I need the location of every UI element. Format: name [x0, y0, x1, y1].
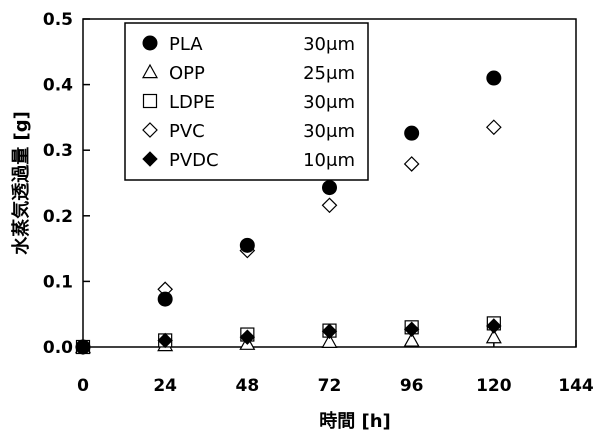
- y-axis-title: 水蒸気透過量 [g]: [10, 111, 32, 255]
- x-tick-label: 72: [318, 376, 342, 396]
- y-tick-label: 0.5: [43, 10, 73, 30]
- legend: PLA 30μm OPP 25μm LDPE 30μm PVC 30μm PVDC 10μm: [124, 22, 369, 181]
- data-point: [485, 119, 502, 136]
- data-point: [239, 329, 256, 345]
- x-tick-label: 24: [153, 376, 177, 396]
- data-point: [403, 321, 420, 337]
- legend-marker: [141, 63, 159, 79]
- legend-thickness: 25μm: [303, 63, 355, 84]
- legend-item: PVC 30μm: [142, 121, 355, 142]
- y-tick-label: 0.0: [43, 338, 73, 358]
- data-point: [403, 156, 420, 172]
- data-point: [157, 291, 173, 307]
- data-point: [404, 125, 420, 141]
- x-axis-title: 時間 [h]: [319, 411, 391, 432]
- data-point: [239, 237, 255, 253]
- legend-series-name: PLA: [169, 34, 203, 55]
- legend-series-name: PVDC: [169, 150, 219, 171]
- data-point: [485, 328, 502, 344]
- legend-marker: [142, 122, 158, 138]
- data-point: [322, 180, 337, 196]
- y-tick-label: 0.2: [43, 207, 73, 227]
- x-tick-label: 120: [476, 376, 512, 396]
- legend-marker: [142, 93, 158, 109]
- data-point: [321, 323, 338, 339]
- data-markers: [74, 70, 502, 355]
- legend-thickness: 30μm: [303, 92, 355, 113]
- x-tick-label: 48: [235, 376, 259, 396]
- legend-item: PLA 30μm: [142, 34, 355, 55]
- legend-series-name: PVC: [169, 121, 205, 142]
- legend-item: LDPE 30μm: [142, 92, 355, 113]
- y-axis: 0.0 0.1 0.2 0.3 0.4 0.5: [43, 10, 90, 358]
- data-point: [486, 318, 502, 334]
- legend-thickness: 30μm: [303, 121, 355, 142]
- legend-thickness: 30μm: [303, 34, 355, 55]
- data-point: [321, 197, 338, 214]
- x-tick-label: 0: [77, 376, 89, 396]
- legend-item: PVDC 10μm: [142, 150, 355, 171]
- legend-marker: [142, 151, 158, 167]
- x-tick-label: 96: [400, 376, 424, 396]
- data-point: [321, 333, 338, 348]
- legend-series-name: LDPE: [169, 92, 215, 113]
- legend-box: [124, 22, 369, 181]
- y-tick-label: 0.4: [43, 76, 73, 96]
- data-point: [157, 332, 173, 349]
- legend-thickness: 10μm: [303, 150, 355, 171]
- x-tick-label: 144: [558, 376, 594, 396]
- data-point: [486, 70, 502, 86]
- legend-series-name: OPP: [169, 63, 205, 84]
- y-tick-label: 0.3: [43, 141, 73, 161]
- data-point: [403, 332, 420, 347]
- y-tick-label: 0.1: [43, 272, 73, 292]
- data-point: [75, 339, 91, 355]
- legend-marker: [142, 35, 158, 51]
- series-pvdc: [75, 318, 502, 355]
- legend-item: OPP 25μm: [141, 63, 355, 84]
- x-axis: 0 24 48 72 96 120 144: [77, 340, 594, 396]
